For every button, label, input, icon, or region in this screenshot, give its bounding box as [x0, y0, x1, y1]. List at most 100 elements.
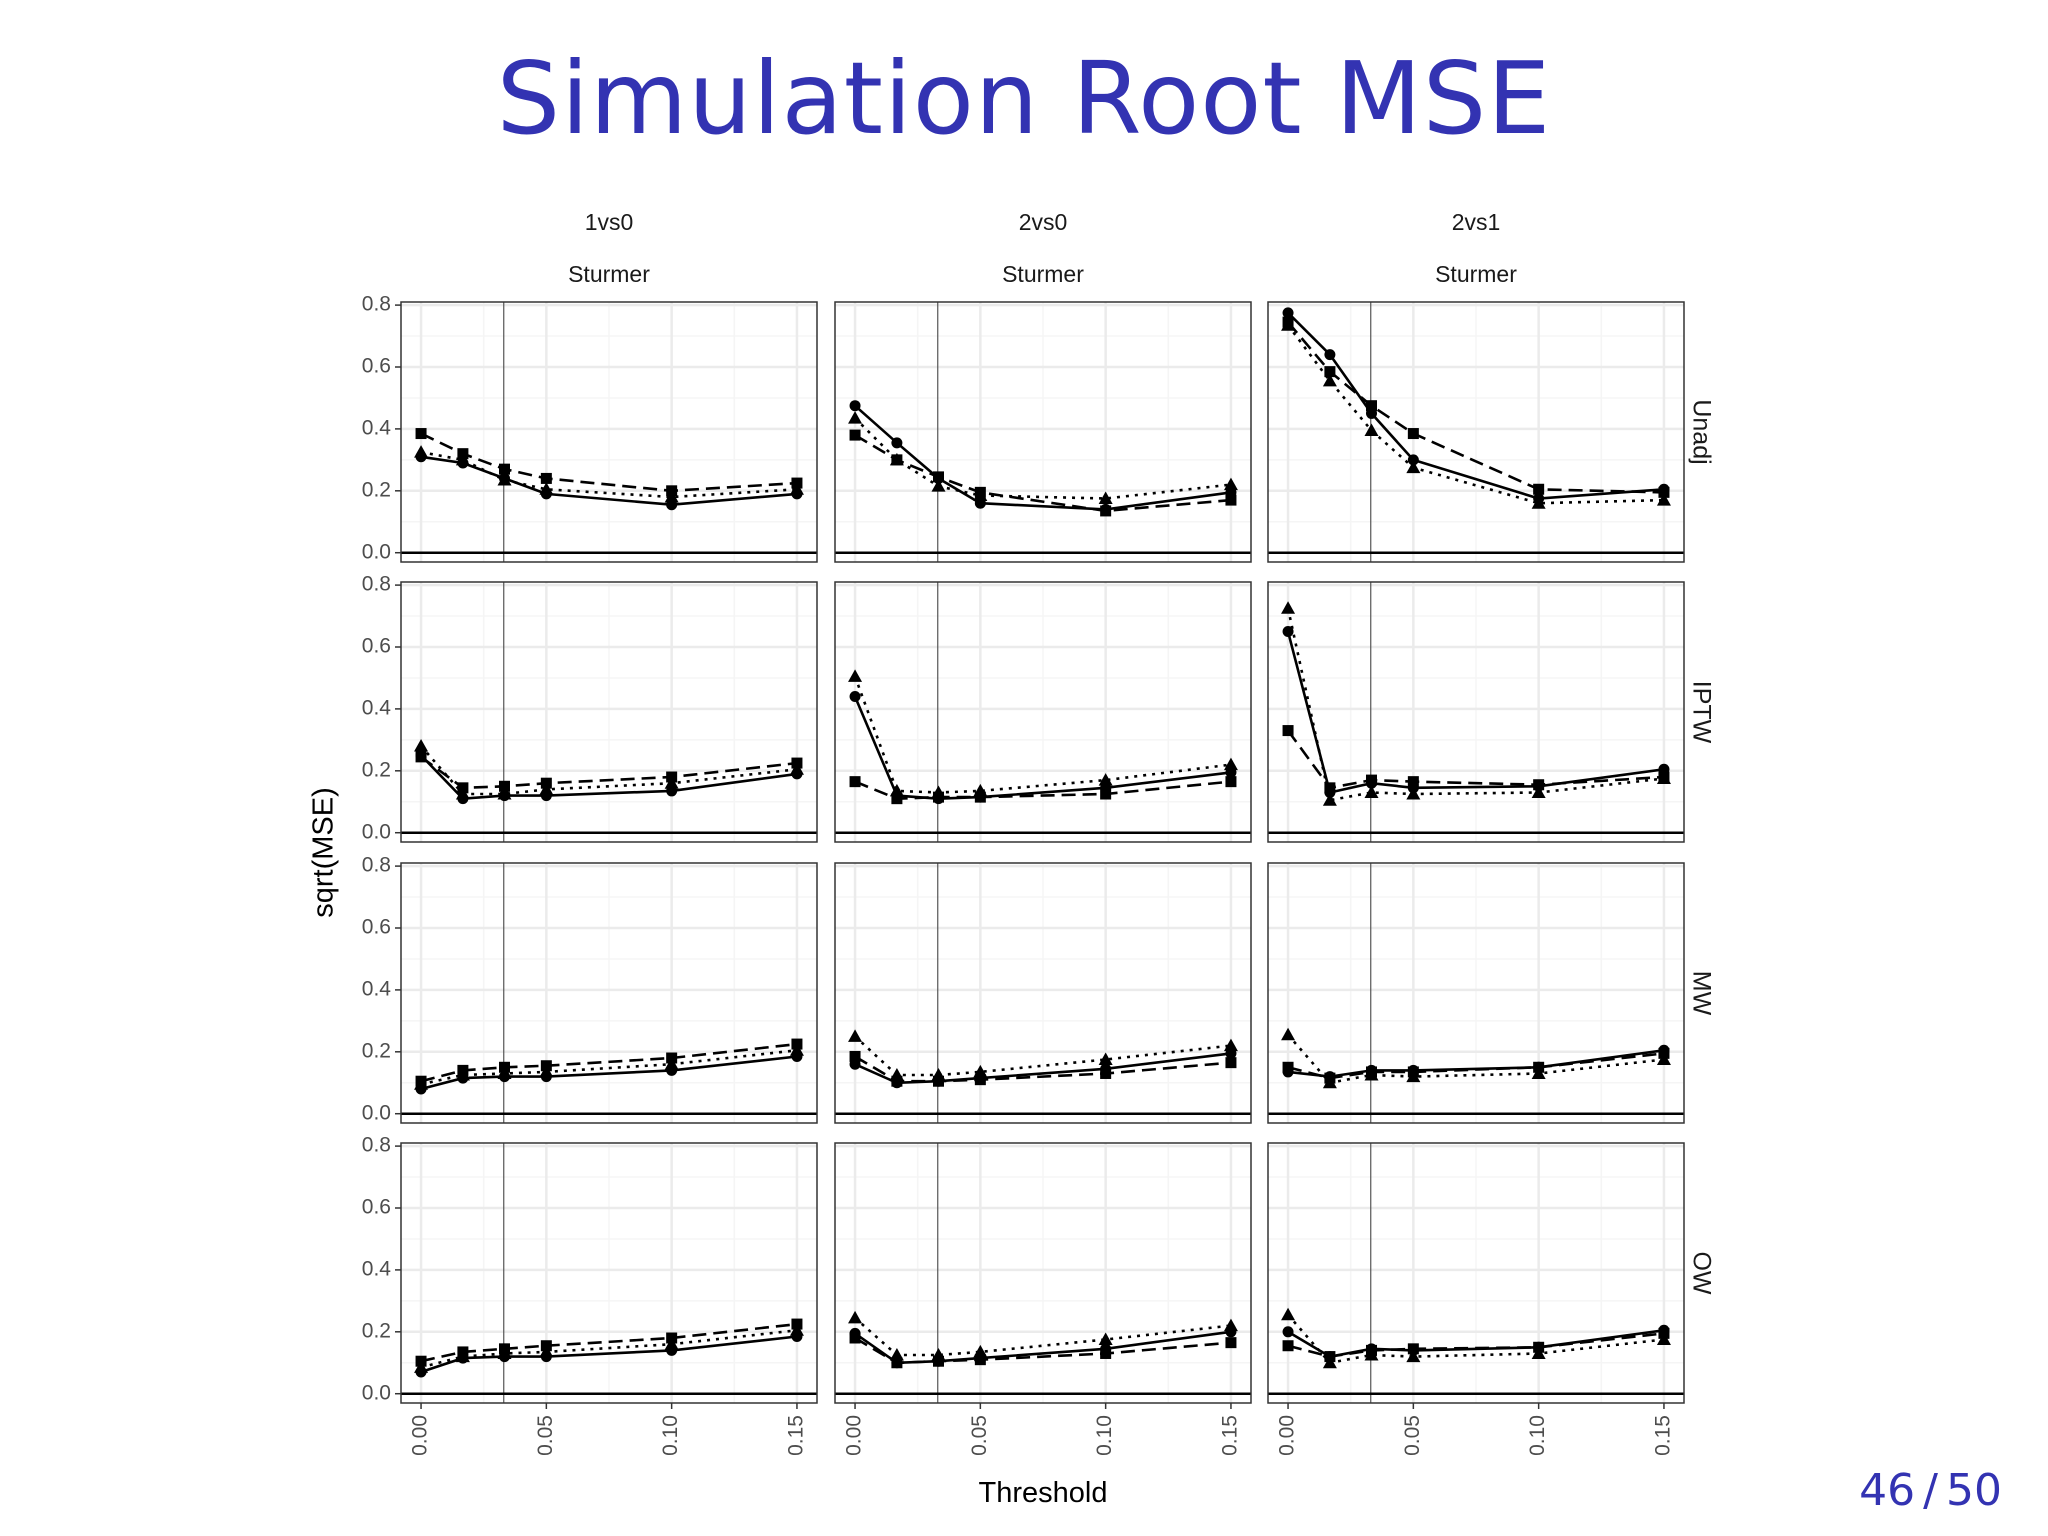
point-square: [1533, 483, 1545, 495]
panel-ow-col1: [400, 1142, 818, 1404]
point-square: [666, 1052, 678, 1064]
page-current: 46: [1859, 1465, 1916, 1516]
y-tick-label: 0.0: [362, 820, 391, 843]
series-line-square: [1287, 1052, 1665, 1080]
column-strip-bottom: Sturmer: [568, 261, 650, 287]
point-square: [1100, 1347, 1112, 1359]
point-triangle: [497, 787, 512, 800]
point-square: [1533, 1061, 1545, 1073]
page-separator: /: [1923, 1465, 1938, 1516]
slide-title: Simulation Root MSE: [496, 40, 1552, 157]
point-triangle: [1322, 793, 1337, 806]
y-tick-label: 0.0: [362, 540, 391, 563]
point-triangle: [1098, 1332, 1113, 1346]
point-square: [1407, 428, 1419, 440]
point-triangle: [848, 411, 863, 424]
point-square: [1324, 1072, 1336, 1084]
panel-border: [400, 581, 818, 843]
y-tick-label: 0.2: [362, 478, 391, 501]
y-tick-label: 0.6: [362, 355, 391, 378]
point-square: [849, 1332, 861, 1344]
point-triangle: [1223, 1038, 1238, 1052]
point-triangle: [1406, 787, 1421, 800]
point-square: [791, 757, 803, 769]
point-square: [891, 793, 903, 805]
panel-border: [834, 581, 1252, 843]
x-tick-label: 0.10: [1526, 1415, 1549, 1456]
point-triangle: [1364, 423, 1379, 436]
point-square: [974, 1074, 986, 1086]
point-circle: [1282, 1326, 1294, 1338]
point-square: [540, 472, 552, 484]
series-line-triangle: [420, 1329, 798, 1369]
y-tick-label: 0.4: [362, 977, 392, 1000]
series-line-triangle: [1287, 1313, 1665, 1365]
point-square: [1225, 1337, 1237, 1349]
series-line-triangle: [854, 1316, 1232, 1357]
point-square: [1365, 774, 1377, 786]
series-line-triangle: [854, 1035, 1232, 1077]
series-line-triangle: [854, 417, 1232, 500]
point-triangle: [848, 1029, 863, 1042]
panel-border: [1267, 1142, 1685, 1404]
panel-border: [834, 862, 1252, 1124]
point-square: [1100, 505, 1112, 517]
point-square: [891, 1075, 903, 1087]
series-line-square: [420, 432, 798, 493]
column-strip-top: 2vs0: [1019, 209, 1068, 235]
point-square: [457, 448, 469, 460]
point-square: [791, 477, 803, 489]
point-circle: [891, 437, 903, 449]
x-tick-label: 0.05: [1401, 1415, 1424, 1456]
y-tick-label: 0.6: [362, 635, 391, 658]
x-tick-label: 0.15: [784, 1415, 807, 1456]
point-square: [457, 1346, 469, 1358]
point-square: [1282, 1340, 1294, 1352]
point-triangle: [414, 739, 429, 752]
point-circle: [849, 400, 861, 412]
point-square: [891, 454, 903, 466]
series-line-circle: [420, 1055, 798, 1091]
point-triangle: [1281, 1307, 1296, 1321]
y-tick-label: 0.2: [362, 758, 391, 781]
series-line-circle: [420, 754, 798, 801]
column-strip-top: 2vs1: [1452, 209, 1501, 235]
series-line-triangle: [1287, 1033, 1665, 1085]
point-square: [932, 1355, 944, 1367]
series-line-square: [420, 1042, 798, 1083]
point-square: [791, 1038, 803, 1050]
row-strip-label: Unadj: [1687, 399, 1715, 464]
point-square: [1365, 1066, 1377, 1078]
series-line-triangle: [420, 745, 798, 796]
series-line-triangle: [853, 675, 1232, 794]
x-tick-label: 0.00: [409, 1415, 432, 1456]
point-square: [415, 751, 427, 763]
y-tick-label: 0.4: [362, 1257, 392, 1280]
series-line-triangle: [1286, 608, 1665, 802]
column-strip-bottom: Sturmer: [1435, 261, 1517, 287]
point-triangle: [414, 445, 429, 458]
x-tick-label: 0.05: [534, 1415, 557, 1456]
panel-border: [834, 1142, 1252, 1404]
point-square: [1100, 1067, 1112, 1079]
point-square: [1658, 486, 1670, 498]
point-square: [849, 429, 861, 441]
point-square: [1100, 788, 1112, 800]
series-line-square: [854, 1055, 1232, 1083]
point-square: [540, 777, 552, 789]
point-triangle: [497, 472, 512, 486]
point-square: [1225, 494, 1237, 506]
series-line-square: [1287, 1332, 1665, 1358]
panel-mw-col2: [834, 862, 1252, 1124]
point-circle: [1282, 626, 1294, 638]
point-square: [1324, 782, 1336, 794]
point-square: [1407, 1066, 1419, 1078]
point-square: [932, 471, 944, 483]
point-square: [498, 1061, 510, 1073]
point-triangle: [1531, 496, 1546, 509]
point-square: [932, 791, 944, 803]
point-triangle: [931, 479, 946, 492]
panel-border: [1267, 862, 1685, 1124]
point-triangle: [848, 669, 863, 682]
